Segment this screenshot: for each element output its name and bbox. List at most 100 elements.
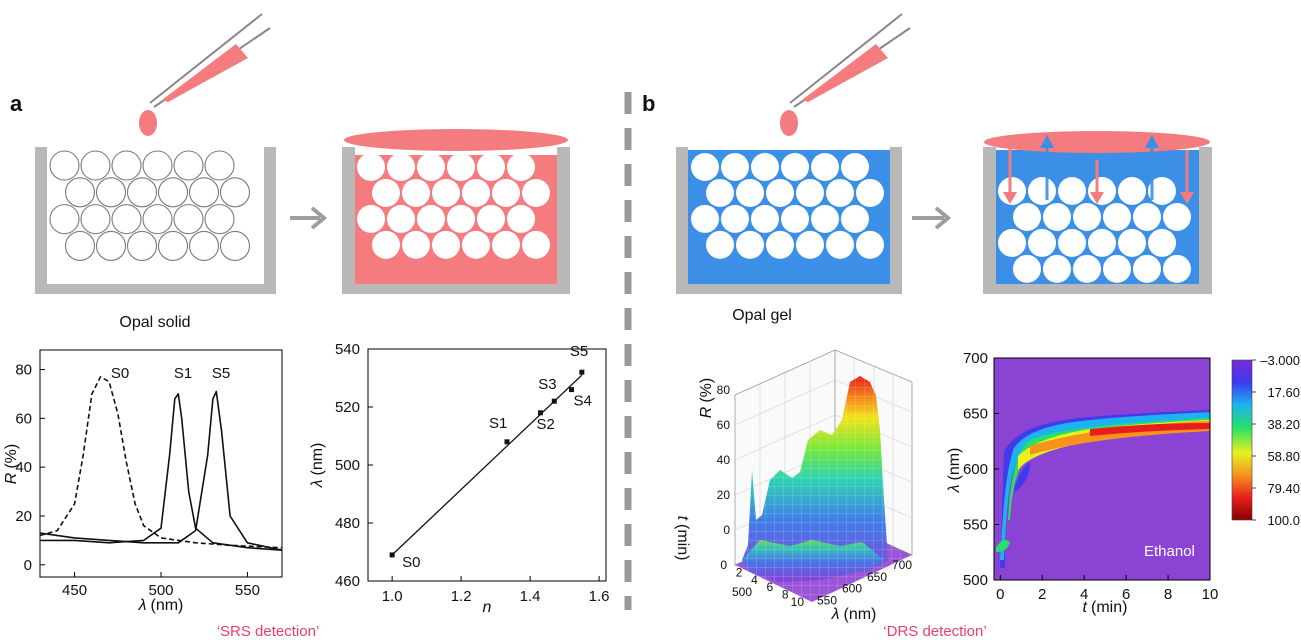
opal-sphere xyxy=(1088,177,1116,205)
opal-sphere xyxy=(1013,202,1041,231)
opal-sphere xyxy=(204,150,235,181)
opal-sphere xyxy=(1148,177,1176,205)
series-line-S0 xyxy=(39,376,283,549)
caption-opal-gel: Opal gel xyxy=(732,307,792,324)
point-label-S4: S4 xyxy=(574,393,592,410)
opal-sphere xyxy=(721,204,749,233)
opal-sphere xyxy=(95,230,127,261)
opal-sphere xyxy=(736,230,764,259)
opal-sphere xyxy=(522,178,550,207)
opal-sphere xyxy=(796,178,824,207)
opal-sphere xyxy=(357,153,385,181)
point-label-S5: S5 xyxy=(570,343,588,360)
chart2-ylabel-var: λ xyxy=(309,479,326,488)
label-S1: S1 xyxy=(174,365,192,382)
opal-sphere xyxy=(219,177,251,208)
chart2-xtick-label: 1.6 xyxy=(589,588,610,605)
opal-spheres-swelling xyxy=(998,177,1191,283)
chart2-xtick-label: 1.2 xyxy=(451,588,472,605)
heatmap-bands xyxy=(996,410,1210,568)
opal-sphere xyxy=(751,153,779,181)
chart3-ttick-label: 6 xyxy=(767,580,774,594)
chart1-ylabel-var: R xyxy=(3,472,20,484)
opal-sphere xyxy=(95,177,127,208)
opal-gel-infiltrated-container xyxy=(983,131,1212,294)
opal-sphere xyxy=(856,178,884,207)
opal-sphere xyxy=(126,230,158,261)
opal-sphere xyxy=(80,150,111,181)
chart4-xtick-label: 6 xyxy=(1122,586,1130,603)
chart3-zlabel-var: R xyxy=(698,406,715,418)
opal-sphere xyxy=(998,228,1026,257)
opal-sphere xyxy=(691,153,719,181)
chart3-xlabel-unit: (nm) xyxy=(843,606,876,623)
opal-sphere xyxy=(417,153,445,181)
opal-sphere xyxy=(1103,202,1131,231)
chart2-xtick-label: 1.0 xyxy=(382,588,403,605)
chart1-ytick-label: 20 xyxy=(15,508,32,525)
opal-sphere xyxy=(826,230,854,259)
chart3-zlabel: R (%) xyxy=(698,378,715,418)
colorbar-label: 17.60 xyxy=(1267,385,1300,400)
opal-sphere xyxy=(417,204,445,233)
chart4-xlabel: t (min) xyxy=(1083,599,1128,616)
opal-sphere xyxy=(387,153,415,181)
opal-sphere xyxy=(781,153,809,181)
heatmap-annotation: Ethanol xyxy=(1144,543,1195,560)
droplet-a xyxy=(139,110,157,136)
chart1-xlabel: λ (nm) xyxy=(138,597,184,614)
chart3-xtick-label: 650 xyxy=(867,570,887,584)
opal-sphere xyxy=(111,204,142,235)
chart1-xtick-label: 500 xyxy=(148,582,173,599)
chart2-ytick-label: 480 xyxy=(335,515,360,532)
chart4-ytick-label: 550 xyxy=(963,517,988,534)
chart2-ytick-label: 460 xyxy=(335,573,360,590)
opal-sphere xyxy=(796,230,824,259)
colorbar xyxy=(1231,359,1253,521)
point-S4 xyxy=(569,387,575,393)
chart4-ylabel: λ (nm) xyxy=(946,448,963,494)
footer-srs: ‘SRS detection’ xyxy=(217,623,320,640)
opal-sphere xyxy=(462,178,490,207)
chart4-xtick-label: 4 xyxy=(1080,586,1088,603)
pipette-b xyxy=(789,13,911,108)
opal-sphere xyxy=(507,204,535,233)
opal-sphere xyxy=(49,150,80,181)
opal-sphere xyxy=(49,204,80,235)
chart4-ylabel-unit: (nm) xyxy=(946,448,963,481)
swelling-arrows xyxy=(1003,135,1194,204)
opal-sphere xyxy=(477,153,505,181)
chart4-xtick-label: 10 xyxy=(1202,586,1219,603)
opal-sphere xyxy=(204,204,235,235)
opal-sphere xyxy=(736,178,764,207)
opal-sphere xyxy=(1013,254,1041,283)
point-label-S3: S3 xyxy=(538,376,556,393)
opal-sphere xyxy=(157,177,189,208)
opal-sphere xyxy=(1073,254,1101,283)
opal-solid-container xyxy=(35,147,276,294)
chart1-ytick-label: 0 xyxy=(24,557,32,574)
opal-sphere xyxy=(477,204,505,233)
opal-sphere xyxy=(766,178,794,207)
chart4-ytick-label: 700 xyxy=(963,350,988,367)
chart1-ytick-label: 80 xyxy=(15,362,32,379)
chart1-xlabel-unit: (nm) xyxy=(150,597,183,614)
chart3-ztick-label: 0 xyxy=(723,523,730,537)
chart3-xtick-label: 550 xyxy=(817,593,837,607)
opal-sphere xyxy=(372,230,400,259)
opal-sphere xyxy=(856,230,884,259)
chart2-ylabel-unit: (nm) xyxy=(309,443,326,476)
opal-sphere xyxy=(751,204,779,233)
chart-reflectance-spectra: 450 500 550 0 20 40 60 80 R (%) λ (nm) S0 S1 S5 xyxy=(3,349,283,614)
opal-sphere xyxy=(126,177,158,208)
opal-sphere xyxy=(188,230,220,261)
opal-sphere xyxy=(1028,177,1056,205)
point-S2 xyxy=(537,410,543,416)
opal-sphere xyxy=(492,230,520,259)
opal-sphere xyxy=(1103,254,1131,283)
chart4-xlabel-unit: (min) xyxy=(1091,599,1127,616)
opal-sphere xyxy=(432,178,460,207)
opal-sphere xyxy=(80,204,111,235)
chart3-ztick-label: 20 xyxy=(717,488,731,502)
opal-sphere xyxy=(706,178,734,207)
